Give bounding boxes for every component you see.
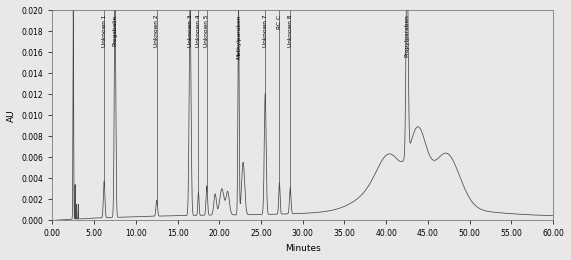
Text: Unknown 8: Unknown 8 xyxy=(288,15,293,47)
Text: Pregabalin: Pregabalin xyxy=(112,15,118,46)
Text: Unknown 2: Unknown 2 xyxy=(154,15,159,47)
Text: Unknown 1: Unknown 1 xyxy=(102,15,107,47)
Text: Propylparaben: Propylparaben xyxy=(405,15,409,57)
Text: Unknown 3: Unknown 3 xyxy=(188,15,192,47)
Y-axis label: AU: AU xyxy=(7,109,16,122)
Text: Unknown 4: Unknown 4 xyxy=(196,15,201,47)
Text: RC C: RC C xyxy=(277,15,282,29)
Text: Unknown 5: Unknown 5 xyxy=(204,15,210,47)
Text: Unknown 7: Unknown 7 xyxy=(263,15,268,47)
Text: Methylparaben: Methylparaben xyxy=(236,15,241,59)
X-axis label: Minutes: Minutes xyxy=(285,244,321,253)
